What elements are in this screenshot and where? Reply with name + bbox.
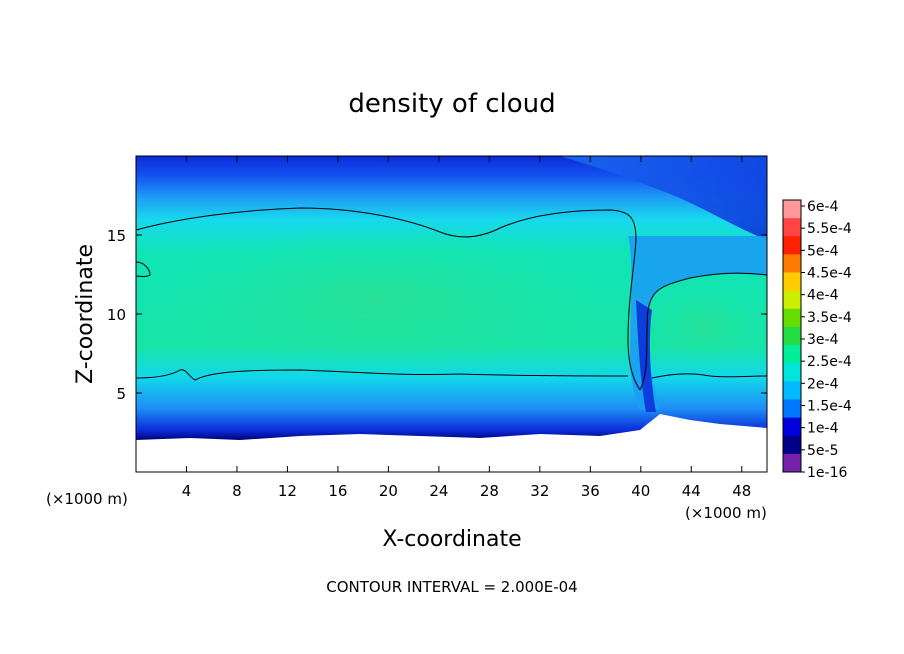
colorbar-label: 2.5e-4 (807, 354, 852, 370)
contour-line-right-lower (651, 373, 767, 379)
colorbar-swatch (783, 218, 801, 237)
x-tick-label: 24 (429, 482, 448, 500)
colorbar-label: 4.5e-4 (807, 266, 852, 282)
colorbar-swatch (783, 453, 801, 473)
x-tick-label: 8 (232, 482, 242, 500)
x-axis-ticks: 4 8 12 16 20 24 28 32 36 40 44 48 (182, 156, 751, 500)
x-tick-label: 20 (379, 482, 398, 500)
colorbar-swatch (783, 290, 801, 310)
x-tick-label: 16 (328, 482, 347, 500)
y-tick-label: 15 (107, 227, 126, 245)
colorbar-label: 6e-4 (807, 199, 839, 215)
x-tick-label: 44 (682, 482, 701, 500)
y-axis-label: Z-coordinate (73, 244, 98, 384)
y-axis-ticks: 5 10 15 (107, 227, 767, 403)
cloud-gap (628, 236, 767, 410)
colorbar-label: 1e-16 (807, 465, 847, 481)
colorbar-swatch (783, 363, 801, 382)
colorbar-swatch (783, 200, 801, 219)
x-tick-label: 4 (182, 482, 192, 500)
contour-interval-note: CONTOUR INTERVAL = 2.000E-04 (326, 578, 577, 596)
x-unit-label-right: (×1000 m) (685, 504, 767, 522)
colorbar-swatch (783, 272, 801, 292)
x-tick-label: 48 (732, 482, 751, 500)
colorbar-label: 1.5e-4 (807, 399, 852, 415)
colorbar-swatch (783, 308, 801, 328)
x-tick-label: 36 (581, 482, 600, 500)
x-tick-label: 12 (278, 482, 297, 500)
cloud-core-left (140, 225, 620, 375)
x-tick-label: 32 (530, 482, 549, 500)
x-axis-label: X-coordinate (382, 527, 521, 552)
upper-right-dark-region (560, 156, 767, 240)
contour-line-lower (136, 369, 629, 381)
y-tick-label: 5 (116, 385, 126, 403)
colorbar-swatch (783, 254, 801, 274)
colorbar-label: 2e-4 (807, 376, 839, 392)
colorbar-label: 5e-4 (807, 243, 839, 259)
cloud-core-right (645, 285, 765, 365)
colorbar-label: 1e-4 (807, 421, 839, 437)
colorbar: 6e-4 5.5e-4 5e-4 4.5e-4 4e-4 3.5e-4 3e-4 2.5e-4… (782, 199, 852, 481)
colorbar-swatch (783, 381, 801, 400)
x-tick-label: 28 (480, 482, 499, 500)
x-unit-label-left: (×1000 m) (46, 490, 128, 508)
colorbar-label: 3e-4 (807, 332, 839, 348)
colorbar-label: 3.5e-4 (807, 310, 852, 326)
colorbar-swatch (783, 345, 801, 364)
chart-title: density of cloud (348, 89, 555, 119)
colorbar-label: 5.5e-4 (807, 221, 852, 237)
contour-line-upper (136, 207, 641, 391)
colorbar-swatch (783, 326, 801, 346)
colorbar-label: 4e-4 (807, 288, 839, 304)
y-tick-label: 10 (107, 306, 126, 324)
contour-line-right (639, 272, 767, 391)
colorbar-swatch (783, 399, 801, 419)
colorbar-frame (782, 199, 802, 473)
colorbar-swatch (783, 236, 801, 255)
colorbar-label: 5e-5 (807, 443, 838, 459)
contour-line-left-edge (136, 261, 151, 278)
x-tick-label: 40 (631, 482, 650, 500)
cloud-gap-inner (636, 300, 656, 412)
colorbar-swatch (783, 417, 801, 437)
clear-air-region (136, 414, 767, 472)
field-area (136, 156, 767, 472)
colorbar-swatch (783, 435, 801, 455)
